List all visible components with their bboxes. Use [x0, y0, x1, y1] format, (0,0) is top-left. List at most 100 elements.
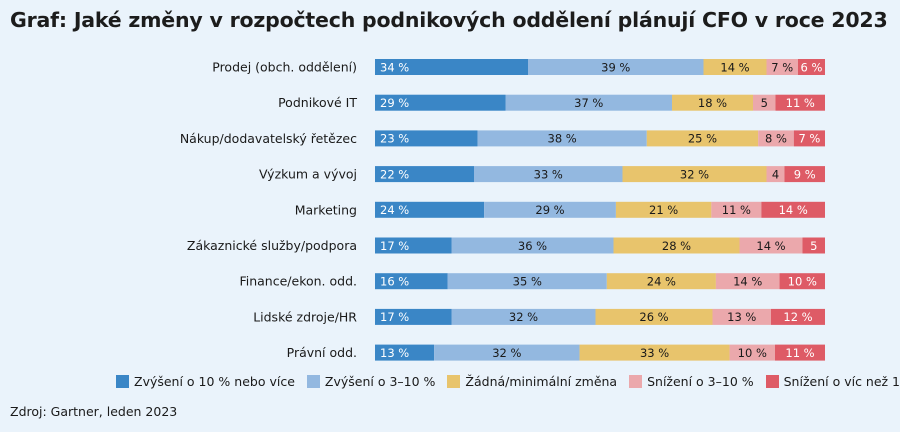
bar-segment: [758, 130, 794, 147]
bar-segment: [779, 273, 825, 290]
legend-label: Zvýšení o 3–10 %: [324, 374, 436, 389]
legend-label: Snížení o 3–10 %: [647, 374, 754, 389]
source-note: Zdroj: Gartner, leden 2023: [10, 404, 178, 419]
legend-swatch: [116, 375, 129, 388]
legend-item-decrease-3-10: Snížení o 3–10 %: [629, 374, 754, 389]
bar-segment: [451, 237, 614, 254]
bar-segment: [711, 201, 762, 218]
bar-value-label: 36 %: [518, 239, 547, 253]
bar-segment: [775, 94, 825, 111]
bar-segment: [484, 201, 616, 218]
bar-segment: [375, 201, 485, 218]
bar-segment: [451, 308, 596, 325]
bar-value-label: 10 %: [738, 346, 767, 360]
bar-value-label: 34 %: [380, 60, 409, 74]
category-label: Prodej (obch. oddělení): [212, 60, 357, 75]
bar-value-label: 6 %: [801, 60, 823, 74]
bar-segment: [739, 237, 803, 254]
bar-segment: [753, 94, 776, 111]
bar-value-label: 37 %: [574, 96, 603, 110]
bar-segment: [528, 59, 704, 75]
bar-segment: [375, 59, 528, 75]
bar-segment: [474, 166, 623, 183]
bar-value-label: 13 %: [727, 310, 756, 324]
bar-segment: [729, 344, 775, 361]
bar-segment: [579, 344, 730, 361]
bar-value-label: 32 %: [680, 167, 709, 181]
bar-segment: [375, 273, 448, 290]
bar-segment: [375, 237, 452, 254]
bar-value-label: 14 %: [733, 275, 762, 289]
bar-segment: [715, 273, 780, 290]
bar-segment: [613, 237, 740, 254]
bar-value-label: 29 %: [380, 96, 409, 110]
legend-swatch: [765, 375, 779, 388]
bar-value-label: 5: [810, 239, 817, 253]
bar-segment: [798, 59, 825, 75]
bar-value-label: 14 %: [779, 203, 808, 217]
bar-segment: [606, 273, 716, 290]
bar-value-label: 16 %: [380, 275, 409, 289]
bar-value-label: 28 %: [662, 239, 691, 253]
bar-segment: [672, 94, 753, 111]
bar-value-label: 24 %: [380, 203, 409, 217]
bar-value-label: 11 %: [722, 203, 751, 217]
legend-item-decrease-10-plus: Snížení o víc než 10 %: [765, 374, 900, 389]
bar-value-label: 38 %: [548, 132, 577, 146]
bar-segment: [802, 237, 825, 254]
legend-swatch: [629, 375, 643, 388]
bar-segment: [615, 201, 712, 218]
bar-value-label: 8 %: [765, 132, 787, 146]
bar-value-label: 10 %: [788, 275, 817, 289]
category-label: Zákaznické služby/podpora: [187, 238, 357, 253]
bar-value-label: 11 %: [786, 96, 815, 110]
bar-value-label: 33 %: [640, 346, 669, 360]
legend-label: Snížení o víc než 10 %: [783, 374, 900, 389]
legend-item-increase-3-10: Zvýšení o 3–10 %: [306, 374, 436, 389]
bar-segment: [712, 308, 771, 325]
stacked-bar-chart: Prodej (obch. oddělení) 34 % 39 % 14 % 7 % 6 …: [180, 59, 825, 361]
bar-segment: [793, 130, 825, 147]
bar-segment: [771, 308, 825, 325]
bar-value-label: 14 %: [756, 239, 785, 253]
category-label: Marketing: [295, 202, 357, 217]
bar-value-label: 25 %: [688, 132, 717, 146]
bar-segment: [375, 308, 452, 325]
bar-segment: [703, 59, 767, 75]
bar-value-label: 35 %: [513, 275, 542, 289]
bar-value-label: 4: [772, 167, 779, 181]
bar-value-label: 32 %: [509, 310, 538, 324]
bar-value-label: 7 %: [798, 132, 820, 146]
bar-value-label: 23 %: [380, 132, 409, 146]
bar-segment: [375, 94, 506, 111]
bar-segment: [761, 201, 825, 218]
bar-value-label: 14 %: [720, 60, 749, 74]
chart-legend: Zvýšení o 10 % nebo více Zvýšení o 3–10 …: [116, 374, 900, 389]
bar-segment: [434, 344, 580, 361]
bar-segment: [505, 94, 672, 111]
legend-label: Zvýšení o 10 % nebo více: [134, 374, 295, 389]
bar-value-label: 5: [761, 96, 768, 110]
bar-segment: [766, 59, 798, 75]
bar-value-label: 12 %: [783, 310, 812, 324]
bar-value-label: 11 %: [785, 346, 814, 360]
bar-segment: [775, 344, 825, 361]
bar-value-label: 22 %: [380, 167, 409, 181]
bar-value-label: 18 %: [698, 96, 727, 110]
bar-value-label: 32 %: [492, 346, 521, 360]
category-label: Právní odd.: [287, 345, 357, 360]
bar-segment: [766, 166, 785, 183]
legend-swatch: [306, 375, 320, 388]
legend-item-increase-10-plus: Zvýšení o 10 % nebo více: [116, 374, 295, 389]
bar-segment: [477, 130, 647, 147]
bar-segment: [375, 130, 478, 147]
chart-title: Graf: Jaké změny v rozpočtech podnikovýc…: [10, 8, 888, 32]
bar-value-label: 17 %: [380, 310, 409, 324]
bar-segment: [784, 166, 825, 183]
bar-value-label: 24 %: [647, 275, 676, 289]
bar-value-label: 21 %: [649, 203, 678, 217]
bar-value-label: 9 %: [794, 167, 816, 181]
legend-swatch: [447, 375, 461, 388]
bar-value-label: 29 %: [535, 203, 564, 217]
bar-value-label: 17 %: [380, 239, 409, 253]
